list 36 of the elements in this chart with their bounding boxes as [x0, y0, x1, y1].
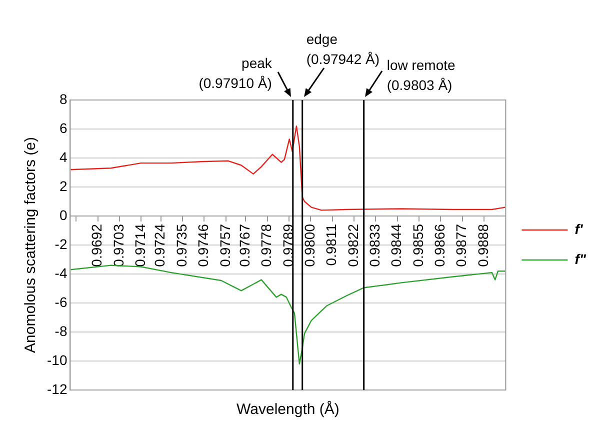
x-tick-label: 0.9888 [474, 224, 491, 267]
y-tick-label: -4 [54, 264, 68, 281]
y-tick-label: 4 [59, 148, 68, 165]
legend-label: f" [574, 250, 586, 267]
x-tick-label: 0.9811 [323, 224, 340, 266]
x-tick-label: 0.9735 [173, 224, 190, 267]
x-tick-label: 0.9833 [366, 224, 383, 267]
x-tick-label: 0.9822 [344, 224, 361, 267]
x-tick-label: 0.9778 [258, 224, 274, 267]
x-tick-label: 0.9877 [453, 224, 470, 267]
x-tick-label: 0.9724 [152, 224, 168, 267]
y-tick-label: -12 [47, 380, 68, 397]
y-axis-title: Anomolous scattering factors (e) [22, 137, 40, 353]
x-tick-label: 0.9692 [88, 224, 105, 267]
y-tick-label: -6 [54, 294, 68, 310]
ref-line-label: edge (0.97942 Å) [306, 31, 380, 67]
x-tick-label: 0.9746 [195, 224, 212, 267]
ref-line-label: peak (0.97910 Å) [198, 55, 273, 91]
x-axis-title: Wavelength (Å) [236, 400, 340, 418]
x-tick-label: 0.9866 [432, 224, 448, 267]
y-tick-label: 8 [59, 90, 68, 107]
y-tick-label: -8 [54, 322, 68, 339]
legend-label: f' [574, 220, 584, 237]
x-tick-label: 0.9767 [236, 224, 252, 267]
x-tick-label: 0.9757 [216, 224, 233, 267]
y-tick-label: -2 [54, 236, 68, 252]
y-tick-label: 0 [59, 206, 68, 223]
y-tick-label: 6 [59, 120, 68, 136]
x-tick-label: 0.9703 [110, 224, 126, 267]
x-tick-label: 0.9714 [132, 224, 148, 267]
legend-label: low remote (0.9803 Å) [386, 57, 456, 93]
x-tick-label: 0.9844 [388, 224, 404, 267]
x-tick-label: 0.9800 [301, 224, 318, 267]
y-tick-label: 2 [59, 178, 68, 194]
y-tick-label: -10 [47, 352, 68, 368]
x-tick-label: 0.9855 [410, 224, 426, 267]
